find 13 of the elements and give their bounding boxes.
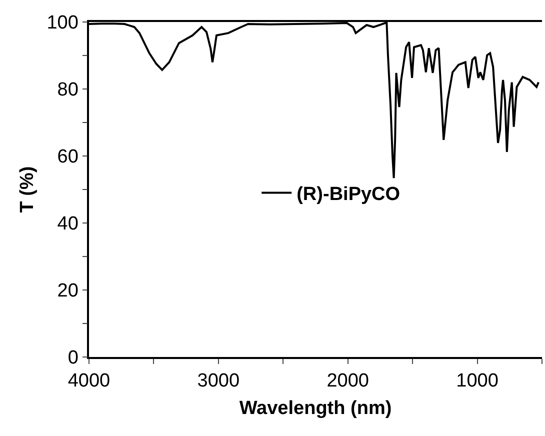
y-tick-label: 60 [57,146,78,168]
y-tick-label: 40 [57,214,78,235]
y-axis-title: T (%) [17,166,38,213]
x-axis-title: Wavelength (nm) [239,398,392,419]
y-tick-label: 100 [46,12,78,34]
x-tick-label: 3000 [197,370,240,392]
legend-label: (R)-BiPyCO [296,184,400,206]
x-tick-label: 2000 [326,370,369,392]
y-tick-label: 0 [68,348,78,369]
y-tick-label: 20 [57,280,78,302]
x-tick-label: 4000 [68,370,110,392]
y-tick-label: 80 [57,80,78,101]
x-tick-label: 1000 [456,370,498,392]
